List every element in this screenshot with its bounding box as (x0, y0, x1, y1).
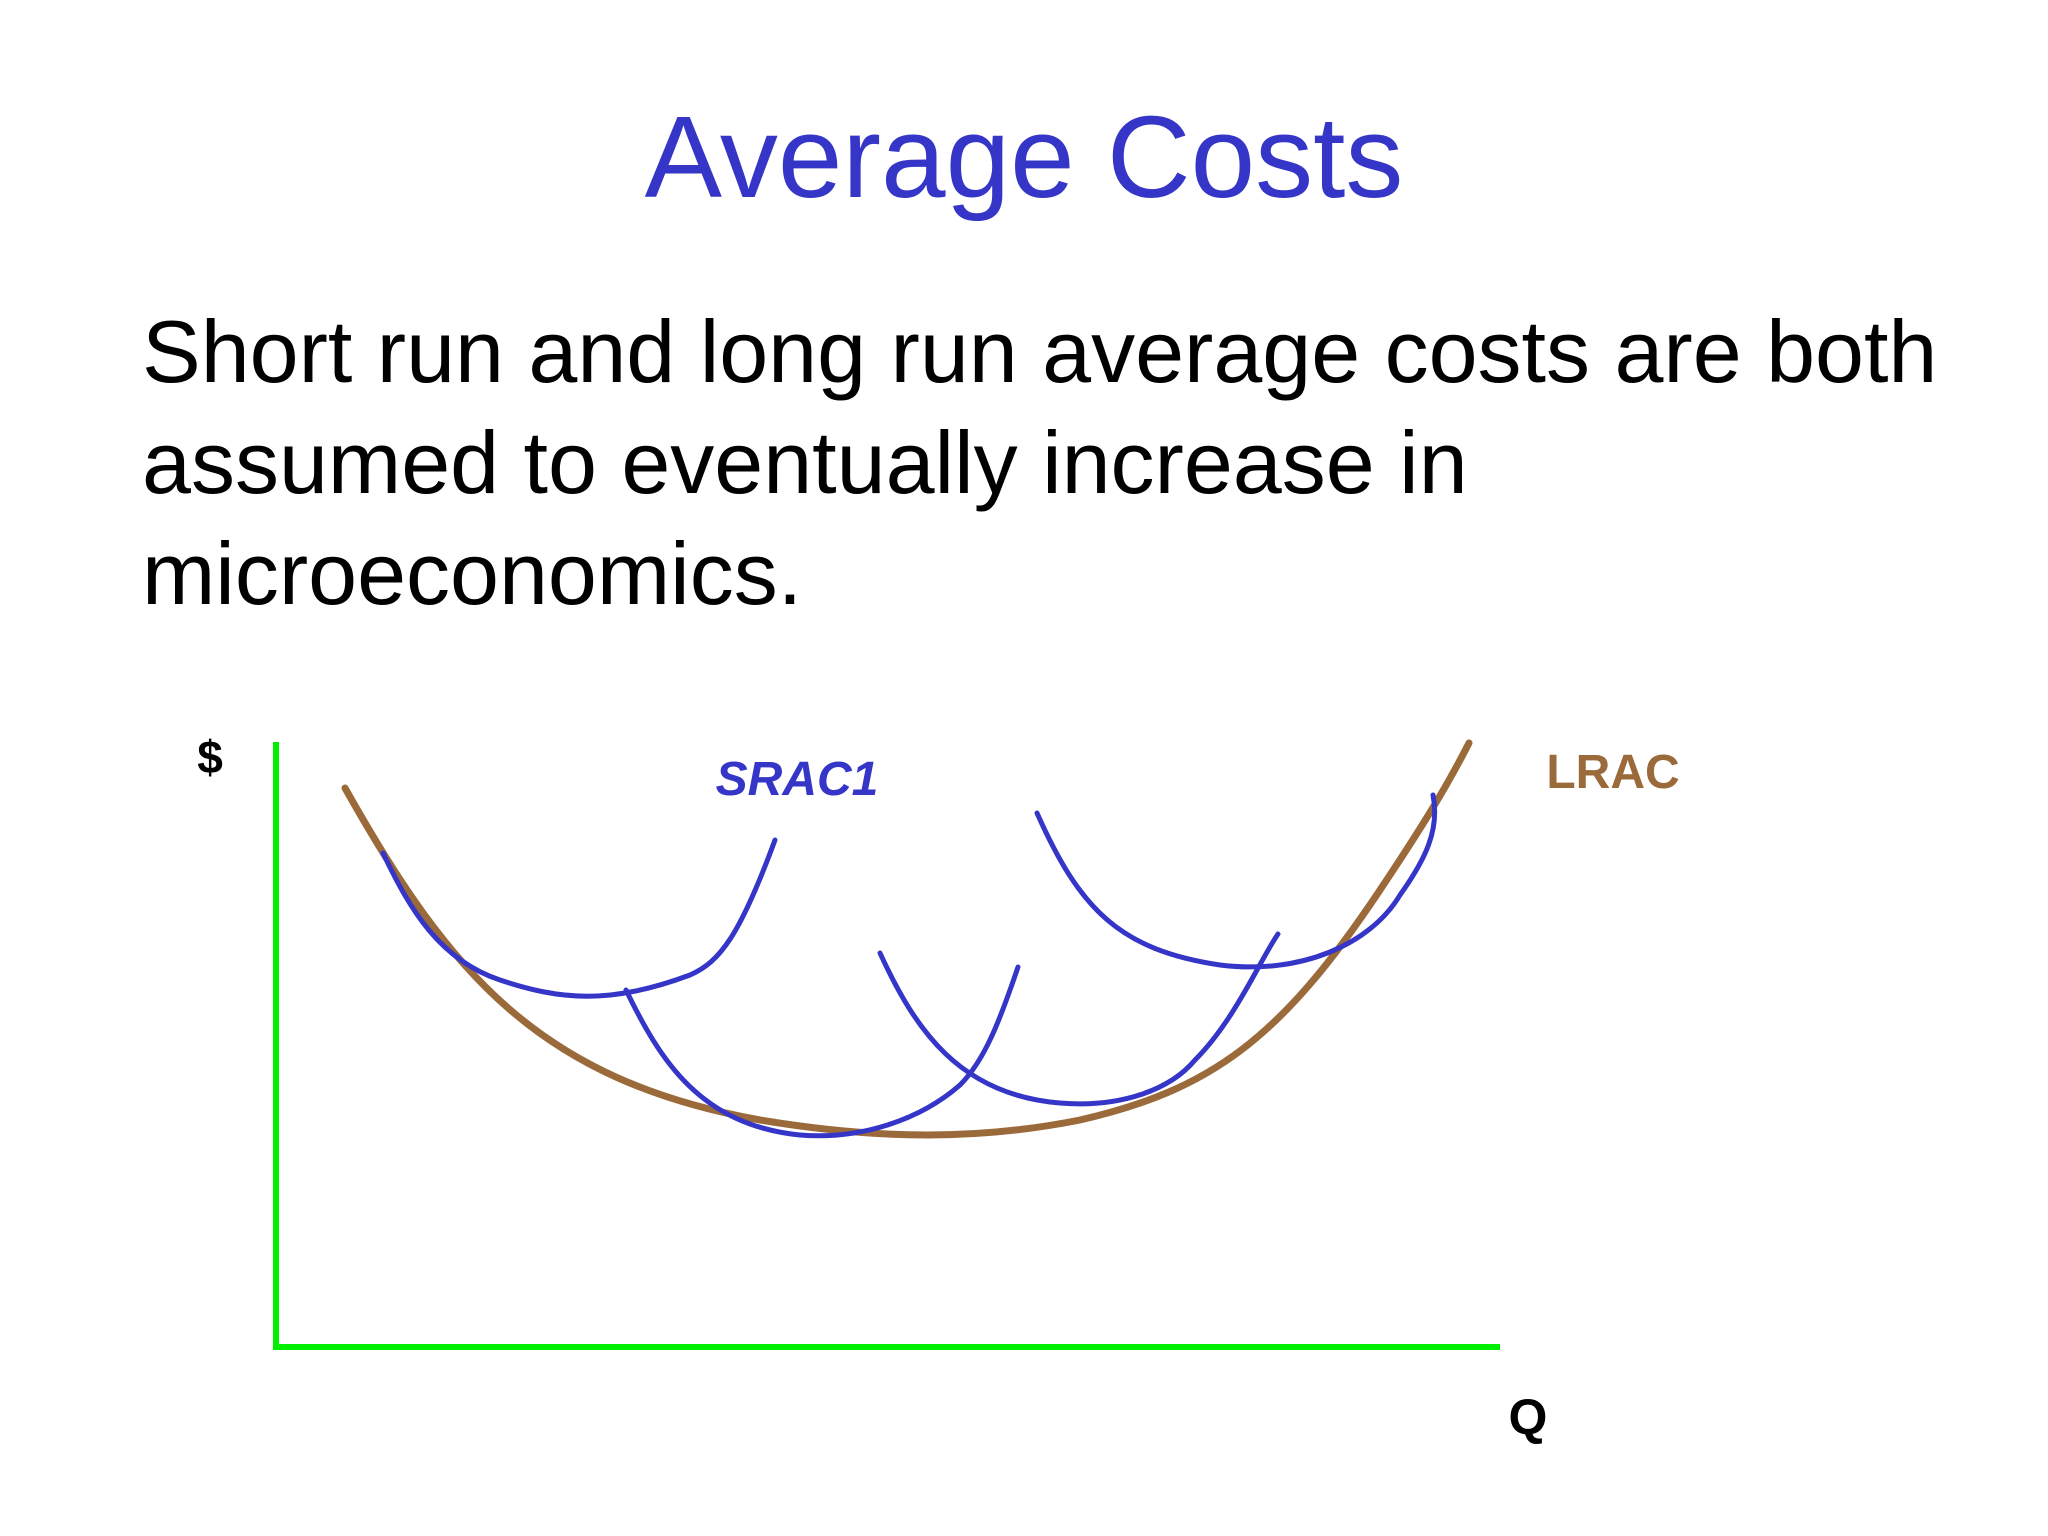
srac1-curve (380, 837, 778, 999)
srac4-curve (1034, 792, 1438, 970)
lrac-label: LRAC (1546, 746, 1679, 799)
y-axis-label: $ (197, 731, 223, 783)
srac3-curve (877, 931, 1281, 1107)
srac1-label: SRAC1 (716, 753, 879, 806)
slide-body-text: Short run and long run average costs are… (142, 302, 1938, 623)
x-axis-label: Q (1509, 1389, 1548, 1445)
lrac-curve (341, 739, 1473, 1139)
slide-title: Average Costs (644, 92, 1404, 222)
srac2-curve (623, 964, 1021, 1139)
